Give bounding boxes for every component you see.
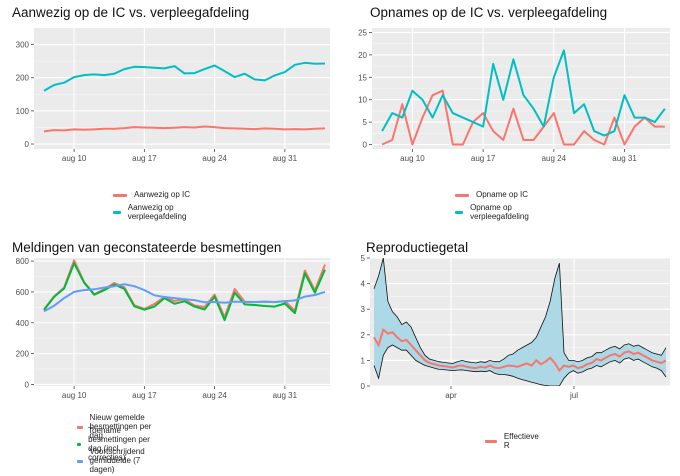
y-tick-label: 300 [16, 41, 30, 50]
series-line-1 [43, 61, 326, 92]
x-tick-label: aug 17 [132, 391, 157, 400]
legend-item: Opname op verpleegafdeling [454, 203, 535, 221]
legend-item: Opname op IC [454, 186, 535, 203]
plot-area: 0 5 10 15 20 25 aug 10 aug 31 aug 17 aug 24 [358, 28, 670, 163]
y-tick-label: 0 [363, 141, 368, 150]
chart-ic-vs-ward-admissions: 0 5 10 15 20 25 aug 10 aug 31 aug 17 aug 24 [358, 28, 670, 163]
plot-area: 0 1 2 3 4 5 apr jul [361, 254, 670, 400]
legend: Opname op IC Opname op verpleegafdeling [454, 186, 535, 221]
series-group [373, 258, 667, 386]
y-tick-label: 5 [363, 118, 368, 127]
series-line-0 [43, 125, 326, 133]
y-tick-label: 4 [361, 280, 366, 289]
confidence-band [374, 258, 666, 386]
y-tick-label: 100 [16, 107, 30, 116]
series-line-0 [381, 89, 665, 146]
y-tick-label: 1 [361, 356, 366, 365]
y-tick-label: 3 [361, 305, 366, 314]
x-tick-label: aug 17 [471, 154, 496, 163]
y-tick-label: 15 [358, 73, 367, 82]
series-group [43, 61, 326, 133]
plot-area: 0 200 400 600 800 aug 10 aug 17 aug 24 aug 31 [16, 257, 330, 400]
chart-title: Opnames op de IC vs. verpleegafdeling [370, 5, 608, 20]
y-tick-label: 0 [361, 382, 366, 391]
y-tick-label: 600 [16, 288, 30, 297]
y-tick-label: 0 [25, 140, 30, 149]
y-tick-label: 800 [16, 257, 30, 266]
series-line-1 [381, 49, 666, 137]
chart-ic-vs-ward-present: 0 100 200 300 aug 10 aug 17 aug 24 aug 31 [16, 28, 330, 163]
x-tick-label: aug 10 [62, 391, 87, 400]
y-tick-label: 20 [358, 51, 367, 60]
series-line-effective-r [373, 327, 667, 373]
series-line-1 [43, 262, 326, 322]
plot-background [34, 28, 330, 149]
x-tick-label: aug 24 [542, 154, 567, 163]
legend-item: Effectieve R [484, 432, 541, 450]
legend: Aanwezig op IC Aanwezig op verpleegafdel… [112, 186, 193, 221]
x-tick-label: apr [445, 391, 457, 400]
y-tick-label: 10 [358, 96, 367, 105]
series-line-2 [43, 283, 326, 313]
x-tick-label: aug 24 [202, 391, 227, 400]
y-tick-label: 200 [16, 350, 30, 359]
chart-reported-infections: 0 200 400 600 800 aug 10 aug 17 aug 24 aug 31 [16, 257, 330, 400]
legend-item: Voortschrijdend gemiddelde (7 dagen) [76, 447, 153, 474]
x-tick-label: aug 31 [273, 391, 298, 400]
x-tick-label: aug 31 [612, 154, 637, 163]
x-tick-label: aug 31 [273, 154, 298, 163]
chart-title: Reproductiegetal [366, 240, 469, 255]
y-tick-label: 0 [25, 380, 30, 389]
x-tick-label: aug 10 [62, 154, 87, 163]
legend-item: Aanwezig op IC [112, 186, 193, 203]
plot-area: 0 100 200 300 aug 10 aug 17 aug 24 aug 31 [16, 28, 330, 163]
y-tick-label: 400 [16, 319, 30, 328]
series-group [381, 49, 666, 146]
chart-title: Meldingen van geconstateerde besmettinge… [12, 240, 282, 255]
lower-bound-line [373, 344, 667, 386]
chart-reproduction-number: 0 1 2 3 4 5 apr jul [361, 254, 670, 400]
series-group [43, 259, 326, 322]
chart-title: Aanwezig op de IC vs. verpleegafdeling [12, 5, 250, 20]
y-tick-label: 200 [16, 74, 30, 83]
y-tick-label: 2 [361, 331, 366, 340]
x-tick-label: aug 17 [132, 154, 157, 163]
upper-bound-line [373, 258, 667, 364]
plot-background [34, 258, 330, 386]
y-tick-label: 5 [361, 254, 366, 263]
x-tick-label: aug 10 [400, 154, 425, 163]
legend-item: Aanwezig op verpleegafdeling [112, 203, 193, 221]
legend: Effectieve R [484, 432, 541, 450]
legend-item: Nieuw gemelde besmettingen per dag [76, 413, 153, 440]
legend-item: Toename besmettingen per dag (incl. corr… [76, 426, 153, 462]
x-tick-label: jul [569, 391, 578, 400]
y-tick-label: 25 [358, 28, 367, 37]
x-tick-label: aug 24 [202, 154, 227, 163]
legend: Nieuw gemelde besmettingen per dag Toena… [76, 413, 153, 474]
